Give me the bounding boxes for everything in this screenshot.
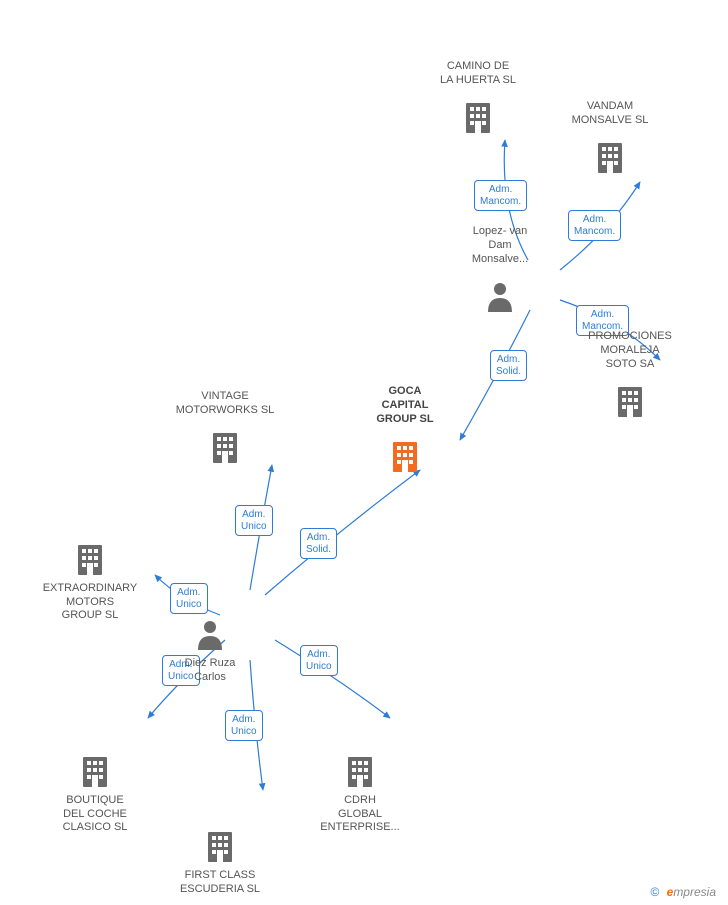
node-label: Diez Ruza Carlos — [170, 657, 250, 685]
node-cdrh: CDRH GLOBAL ENTERPRISE... — [313, 755, 408, 835]
footer-branding: © empresia — [650, 885, 716, 899]
building-icon — [204, 830, 236, 864]
diagram-canvas: { "diagram": { "type": "network", "backg… — [0, 0, 728, 905]
person-icon — [194, 618, 226, 652]
building-icon — [614, 385, 646, 419]
node-vandam: VANDAM MONSALVE SL — [565, 100, 655, 180]
node-label: VANDAM MONSALVE SL — [565, 100, 655, 128]
node-vintage: VINTAGE MOTORWORKS SL — [170, 390, 280, 470]
node-extra: EXTRAORDINARY MOTORS GROUP SL — [35, 543, 145, 623]
brand-rest: mpresia — [673, 885, 716, 899]
node-camino: CAMINO DE LA HUERTA SL — [433, 60, 523, 140]
node-label: FIRST CLASS ESCUDERIA SL — [170, 869, 270, 897]
node-diez: Diez Ruza Carlos — [170, 618, 250, 684]
edge-label: Adm. Mancom. — [568, 210, 621, 241]
node-label: GOCA CAPITAL GROUP SL — [365, 385, 445, 426]
node-first: FIRST CLASS ESCUDERIA SL — [170, 830, 270, 896]
building-icon — [344, 755, 376, 789]
building-icon — [74, 543, 106, 577]
node-goca: GOCA CAPITAL GROUP SL — [365, 385, 445, 479]
node-promociones: PROMOCIONES MORALEJA SOTO SA — [583, 330, 678, 424]
edge-label: Adm. Solid. — [490, 350, 527, 381]
building-icon — [209, 431, 241, 465]
copyright-symbol: © — [650, 885, 659, 899]
person-icon — [484, 280, 516, 314]
node-label: EXTRAORDINARY MOTORS GROUP SL — [35, 582, 145, 623]
building-icon — [594, 141, 626, 175]
node-label: CDRH GLOBAL ENTERPRISE... — [313, 794, 408, 835]
node-label: CAMINO DE LA HUERTA SL — [433, 60, 523, 88]
edge-label: Adm. Solid. — [300, 528, 337, 559]
node-label: PROMOCIONES MORALEJA SOTO SA — [583, 330, 678, 371]
building-icon — [462, 101, 494, 135]
edge-label: Adm. Mancom. — [474, 180, 527, 211]
edge — [265, 470, 420, 595]
node-label: BOUTIQUE DEL COCHE CLASICO SL — [50, 794, 140, 835]
edge-label: Adm. Unico — [300, 645, 338, 676]
node-lopez: Lopez- van Dam Monsalve... — [455, 225, 545, 319]
edge-label: Adm. Unico — [235, 505, 273, 536]
building-icon — [389, 440, 421, 474]
edge-label: Adm. Unico — [170, 583, 208, 614]
node-boutique: BOUTIQUE DEL COCHE CLASICO SL — [50, 755, 140, 835]
node-label: VINTAGE MOTORWORKS SL — [170, 390, 280, 418]
building-icon — [79, 755, 111, 789]
edge-label: Adm. Unico — [225, 710, 263, 741]
node-label: Lopez- van Dam Monsalve... — [455, 225, 545, 266]
